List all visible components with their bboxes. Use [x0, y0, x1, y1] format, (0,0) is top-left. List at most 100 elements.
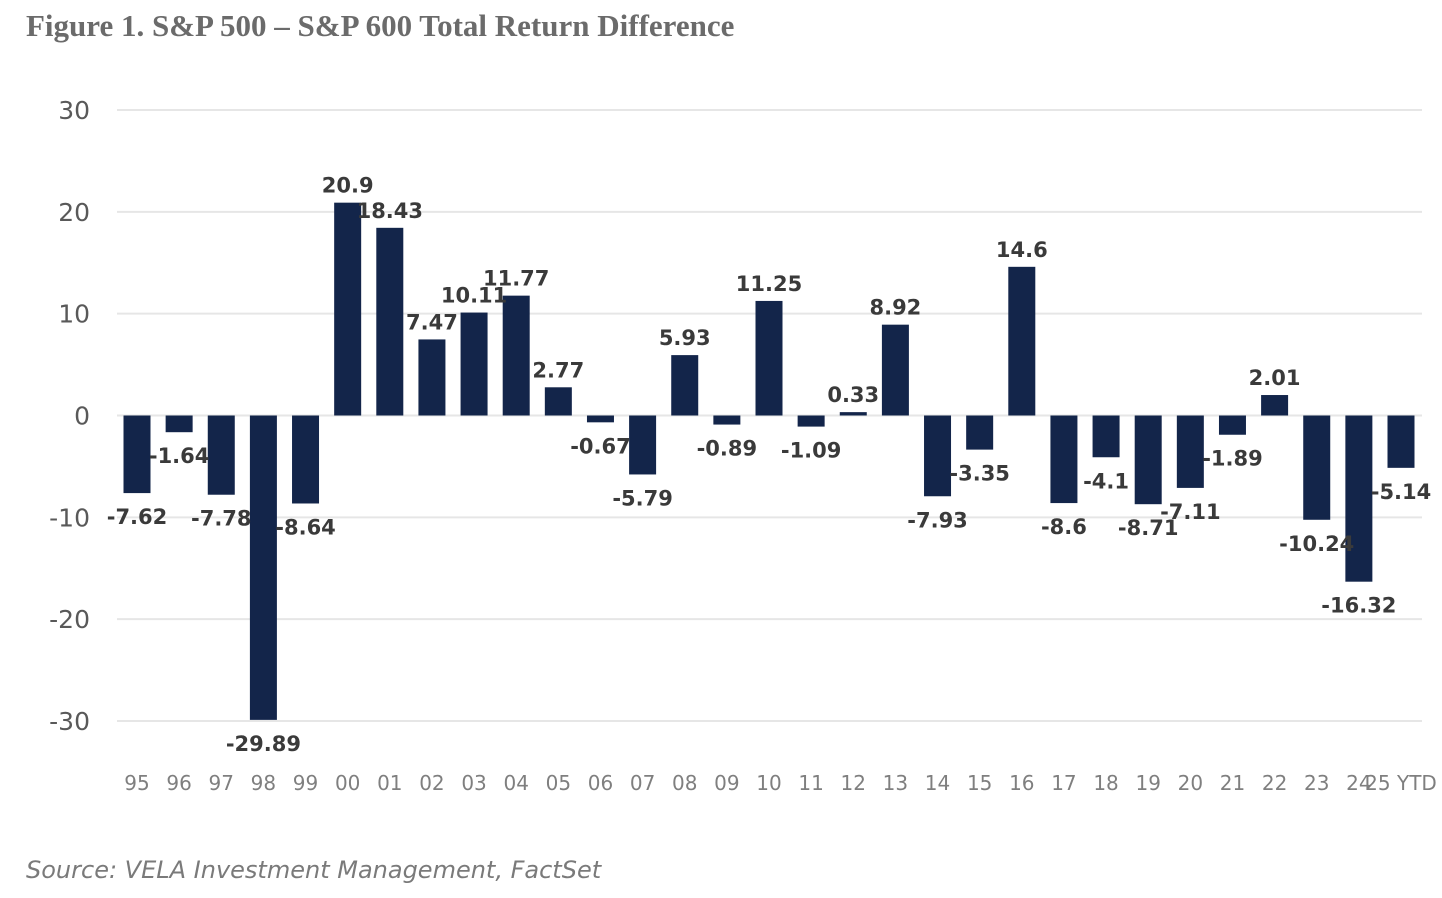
bar — [1176, 415, 1204, 488]
bar — [292, 415, 320, 504]
x-tick-label: 95 — [124, 771, 149, 795]
data-label: -8.71 — [1118, 516, 1179, 540]
bar — [207, 415, 235, 495]
y-tick-label: 10 — [58, 300, 90, 329]
bar — [1387, 415, 1415, 468]
data-label: -1.09 — [781, 439, 842, 463]
source-note: Source: VELA Investment Management, Fact… — [26, 856, 602, 884]
bar — [586, 415, 614, 423]
x-tick-label: 12 — [841, 771, 866, 795]
x-tick-label: 00 — [335, 771, 360, 795]
x-tick-label: 16 — [1009, 771, 1034, 795]
bar — [502, 295, 530, 416]
data-label: 11.25 — [736, 272, 802, 296]
x-tick-label: 17 — [1051, 771, 1076, 795]
data-label: -7.62 — [107, 505, 168, 529]
x-tick-label: 98 — [251, 771, 276, 795]
data-label: 2.77 — [532, 358, 584, 382]
data-label: -8.64 — [275, 515, 336, 539]
x-tick-label: 21 — [1220, 771, 1245, 795]
x-tick-label: 14 — [925, 771, 950, 795]
bar — [839, 412, 867, 416]
x-tick-label: 07 — [630, 771, 655, 795]
bar — [376, 227, 404, 416]
bar — [1345, 415, 1373, 582]
bar — [629, 415, 657, 475]
data-label: -5.14 — [1371, 480, 1432, 504]
bar — [1050, 415, 1078, 504]
bar — [1134, 415, 1162, 505]
bar — [966, 415, 994, 450]
x-tick-label: 19 — [1135, 771, 1160, 795]
bar — [418, 339, 446, 416]
data-label: -3.35 — [949, 462, 1010, 486]
data-label: 2.01 — [1249, 366, 1301, 390]
data-label: 20.9 — [322, 174, 374, 198]
data-label: -5.79 — [612, 486, 673, 510]
x-tick-label: 24 — [1346, 771, 1371, 795]
x-tick-label: 05 — [546, 771, 571, 795]
x-tick-label: 96 — [166, 771, 191, 795]
bar — [1303, 415, 1331, 520]
y-axis-ticks: 30 20 10 0 -10 -20 -30 — [49, 96, 90, 736]
data-label: 7.47 — [406, 310, 458, 334]
data-label: 10.11 — [441, 284, 507, 308]
x-tick-label: 23 — [1304, 771, 1329, 795]
x-axis-ticks: 95 96 97 98 99 00 01 02 03 04 05 06 07 08 09 10 11 12 13 14… — [124, 771, 1437, 795]
data-label: -4.1 — [1083, 469, 1129, 493]
data-label: 5.93 — [659, 326, 711, 350]
bar — [1008, 266, 1036, 416]
data-label: -1.89 — [1202, 447, 1263, 471]
bar — [924, 415, 952, 497]
bar-chart: 30 20 10 0 -10 -20 -30 -7.62 -1.64 -7.78 -29.89 -8… — [49, 96, 1437, 795]
bar — [249, 415, 277, 720]
y-tick-label: -30 — [49, 707, 90, 736]
x-tick-label: 13 — [883, 771, 908, 795]
y-tick-label: -20 — [49, 605, 90, 634]
y-tick-label: 20 — [58, 198, 90, 227]
chart-title: Figure 1. S&P 500 – S&P 600 Total Return… — [26, 8, 735, 43]
data-label: -29.89 — [226, 732, 301, 756]
bar — [1092, 415, 1120, 458]
bar — [713, 415, 741, 425]
bar — [797, 415, 825, 427]
bar — [1261, 395, 1289, 416]
x-tick-label: 20 — [1178, 771, 1203, 795]
x-tick-label: 22 — [1262, 771, 1287, 795]
x-tick-label: 02 — [419, 771, 444, 795]
y-tick-label: -10 — [49, 503, 90, 532]
data-labels: -7.62-1.64-7.78-29.89-8.6420.918.437.471… — [107, 174, 1432, 756]
data-label: 14.6 — [996, 238, 1048, 262]
bar — [334, 202, 362, 416]
x-tick-label: 18 — [1093, 771, 1118, 795]
y-tick-label: 30 — [58, 96, 90, 125]
data-label: -7.78 — [191, 507, 252, 531]
x-tick-label: 15 — [967, 771, 992, 795]
x-tick-label: 08 — [672, 771, 697, 795]
y-tick-label: 0 — [74, 402, 90, 431]
x-tick-label: 10 — [756, 771, 781, 795]
data-label: -7.93 — [907, 508, 968, 532]
bar — [881, 324, 909, 416]
bars — [123, 202, 1415, 720]
data-label: 8.92 — [869, 296, 921, 320]
data-label: -8.6 — [1041, 515, 1087, 539]
data-label: -1.64 — [149, 444, 210, 468]
bar — [123, 415, 151, 494]
bar — [460, 312, 488, 416]
data-label: -16.32 — [1321, 594, 1396, 618]
data-label: -0.89 — [697, 437, 758, 461]
bar — [755, 300, 783, 416]
bar — [165, 415, 193, 433]
x-tick-label: 11 — [798, 771, 823, 795]
x-tick-label: 04 — [503, 771, 528, 795]
x-tick-label: 09 — [714, 771, 739, 795]
x-tick-label: 06 — [588, 771, 613, 795]
data-label: 11.77 — [483, 267, 549, 291]
data-label: -10.24 — [1279, 532, 1354, 556]
bar — [544, 387, 572, 416]
bar — [1218, 415, 1246, 435]
x-tick-label: 97 — [209, 771, 234, 795]
data-label: 18.43 — [357, 199, 423, 223]
data-label: -0.67 — [570, 434, 631, 458]
